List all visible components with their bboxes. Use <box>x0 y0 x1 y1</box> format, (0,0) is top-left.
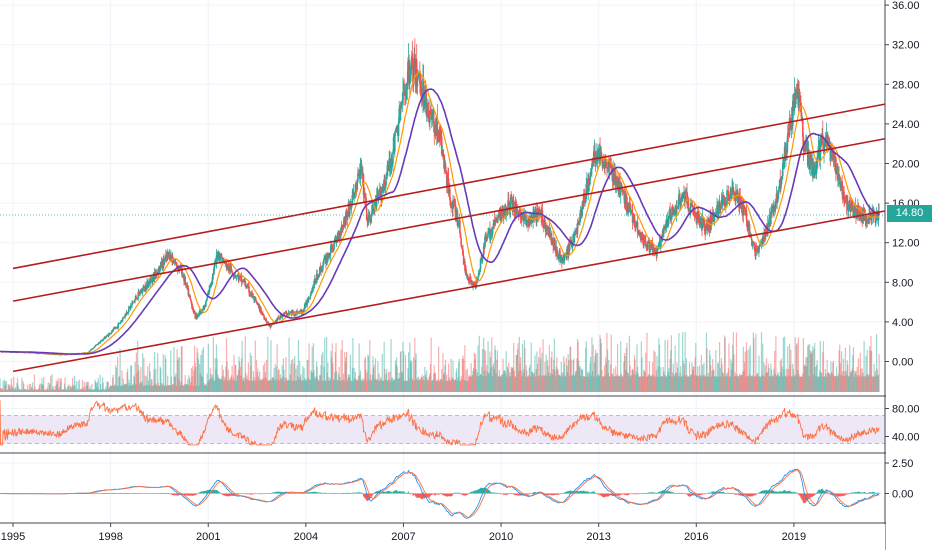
volume-bar <box>43 377 44 392</box>
macd-histogram-bar <box>161 493 162 494</box>
candle-body <box>205 302 207 307</box>
candle-body <box>99 342 101 343</box>
volume-bars <box>0 332 880 392</box>
candle-body <box>590 175 592 177</box>
volume-bar <box>13 377 14 392</box>
candle-body <box>696 220 698 224</box>
macd-histogram <box>0 488 880 504</box>
candle-body <box>417 80 419 86</box>
grid-layer <box>0 0 885 523</box>
candle-body <box>189 296 191 299</box>
macd-histogram-bar <box>407 494 408 495</box>
volume-bar <box>879 354 880 392</box>
volume-bar <box>50 376 51 392</box>
candle-body <box>875 220 877 222</box>
candle-body <box>206 300 208 301</box>
candle-body <box>487 233 489 237</box>
candle-body <box>356 181 358 189</box>
candle-body <box>723 195 725 197</box>
macd-histogram-bar <box>343 493 344 494</box>
candle-body <box>236 276 238 277</box>
candle-body <box>315 283 317 284</box>
candle-body <box>189 294 191 295</box>
candle-body <box>105 337 107 338</box>
candle-body <box>402 93 404 100</box>
candle-body <box>490 235 492 239</box>
candle-body <box>477 277 479 280</box>
candle-body <box>850 210 852 212</box>
candle-body <box>392 152 394 164</box>
candle-body <box>206 298 208 301</box>
macd-histogram-bar <box>409 493 410 494</box>
candle-body <box>385 177 387 186</box>
macd-histogram-bar <box>453 494 454 495</box>
candle-body <box>774 201 776 211</box>
candle-body <box>460 238 462 246</box>
candles <box>0 38 880 355</box>
rsi-band <box>0 416 885 444</box>
volume-bar <box>120 349 121 392</box>
macd-histogram-bar <box>361 493 362 494</box>
volume-bar <box>181 346 182 392</box>
candle-body <box>164 261 166 264</box>
candle-body <box>459 220 461 233</box>
